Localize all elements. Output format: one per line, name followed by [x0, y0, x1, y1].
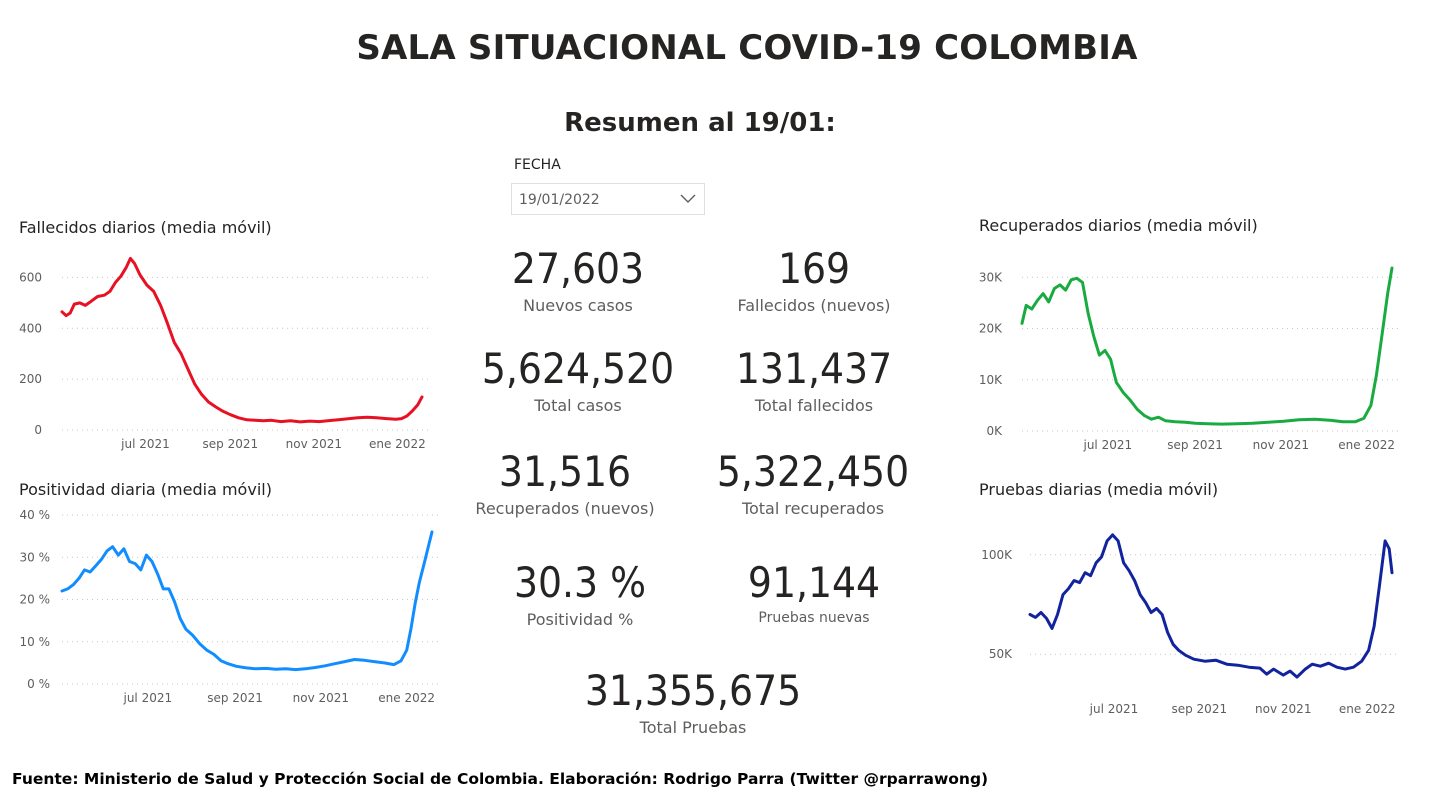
fallecidos-chart-title: Fallecidos diarios (media móvil) — [19, 218, 272, 237]
kpi-total-recuperados: 5,322,450 Total recuperados — [683, 447, 943, 519]
pruebas-x-tick-label: nov 2021 — [1255, 702, 1311, 716]
fallecidos-x-tick-label: ene 2022 — [369, 437, 426, 451]
positividad-x-tick-label: ene 2022 — [378, 691, 435, 705]
recuperados-x-tick-label: nov 2021 — [1253, 438, 1309, 452]
date-slicer-dropdown[interactable]: 19/01/2022 — [511, 183, 705, 215]
kpi-value: 31,516 — [498, 447, 632, 496]
positividad-y-tick-label: 0 % — [27, 677, 50, 691]
kpi-value: 169 — [777, 244, 851, 293]
recuperados-x-tick-label: ene 2022 — [1338, 438, 1395, 452]
date-slicer-label: FECHA — [514, 157, 561, 173]
positividad-chart-title: Positividad diaria (media móvil) — [19, 480, 272, 499]
recuperados-series-line[interactable] — [1020, 266, 1394, 426]
kpi-label: Total fallecidos — [754, 396, 874, 415]
kpi-value: 5,322,450 — [716, 447, 910, 496]
kpi-total-fallecidos: 131,437 Total fallecidos — [694, 344, 934, 416]
kpi-label: Total casos — [534, 396, 622, 415]
kpi-label: Fallecidos (nuevos) — [737, 296, 891, 315]
kpi-label: Pruebas nuevas — [758, 610, 870, 626]
kpi-value: 131,437 — [735, 344, 893, 393]
kpi-value: 5,624,520 — [481, 344, 675, 393]
pruebas-x-tick-label: jul 2021 — [1089, 702, 1139, 716]
pruebas-x-tick-label: ene 2022 — [1339, 702, 1396, 716]
kpi-value: 27,603 — [511, 244, 645, 293]
pruebas-x-tick-label: sep 2021 — [1171, 702, 1227, 716]
positividad-series-line[interactable] — [60, 530, 434, 672]
positividad-x-tick-label: nov 2021 — [293, 691, 349, 705]
kpi-label: Positividad % — [526, 610, 634, 629]
summary-subtitle: Resumen al 19/01: — [564, 108, 836, 138]
positividad-x-tick-label: sep 2021 — [207, 691, 263, 705]
kpi-value: 30.3 % — [513, 558, 646, 607]
fallecidos-y-tick-label: 200 — [19, 372, 42, 386]
fallecidos-x-tick-label: sep 2021 — [203, 437, 259, 451]
recuperados-y-tick-label: 20K — [979, 322, 1003, 336]
kpi-label: Total Pruebas — [639, 718, 747, 737]
kpi-total-casos: 5,624,520 Total casos — [458, 344, 698, 416]
pruebas-y-tick-label: 50K — [989, 647, 1013, 661]
fallecidos-series-line[interactable] — [60, 256, 424, 424]
recuperados-y-tick-label: 0K — [986, 424, 1003, 438]
positividad-y-tick-label: 20 % — [20, 593, 51, 607]
kpi-total-pruebas: 31,355,675 Total Pruebas — [548, 666, 838, 738]
positividad-y-tick-label: 10 % — [20, 635, 51, 649]
kpi-pruebas-nuevas: 91,144 Pruebas nuevas — [704, 558, 924, 627]
kpi-recuperados-nuevos: 31,516 Recuperados (nuevos) — [455, 447, 675, 519]
fallecidos-y-tick-label: 400 — [19, 321, 42, 335]
fallecidos-y-tick-label: 600 — [19, 270, 42, 284]
positividad-y-tick-label: 30 % — [20, 550, 51, 564]
recuperados-x-tick-label: jul 2021 — [1082, 438, 1132, 452]
pruebas-y-tick-label: 100K — [981, 548, 1013, 562]
recuperados-y-tick-label: 30K — [979, 270, 1003, 284]
positividad-x-tick-label: jul 2021 — [122, 691, 172, 705]
recuperados-y-tick-label: 10K — [979, 373, 1003, 387]
fallecidos-y-tick-label: 0 — [34, 423, 42, 437]
positividad-y-tick-label: 40 % — [20, 508, 51, 522]
kpi-fallecidos-nuevos: 169 Fallecidos (nuevos) — [704, 244, 924, 316]
pruebas-chart-title: Pruebas diarias (media móvil) — [979, 480, 1219, 499]
recuperados-x-tick-label: sep 2021 — [1167, 438, 1223, 452]
recuperados-chart-title: Recuperados diarios (media móvil) — [979, 216, 1258, 235]
source-footer: Fuente: Ministerio de Salud y Protección… — [12, 770, 989, 788]
pruebas-series-line[interactable] — [1028, 533, 1394, 679]
chevron-down-icon — [680, 194, 696, 203]
kpi-positividad: 30.3 % Positividad % — [470, 558, 690, 630]
kpi-label: Recuperados (nuevos) — [475, 499, 655, 518]
fallecidos-x-tick-label: nov 2021 — [286, 437, 342, 451]
page-title: SALA SITUACIONAL COVID-19 COLOMBIA — [356, 28, 1138, 68]
fallecidos-x-tick-label: jul 2021 — [120, 437, 170, 451]
date-slicer-value: 19/01/2022 — [519, 192, 600, 208]
kpi-label: Total recuperados — [741, 499, 885, 518]
kpi-nuevos-casos: 27,603 Nuevos casos — [468, 244, 688, 316]
kpi-value: 91,144 — [747, 558, 881, 607]
kpi-label: Nuevos casos — [523, 296, 633, 315]
kpi-value: 31,355,675 — [584, 666, 802, 715]
